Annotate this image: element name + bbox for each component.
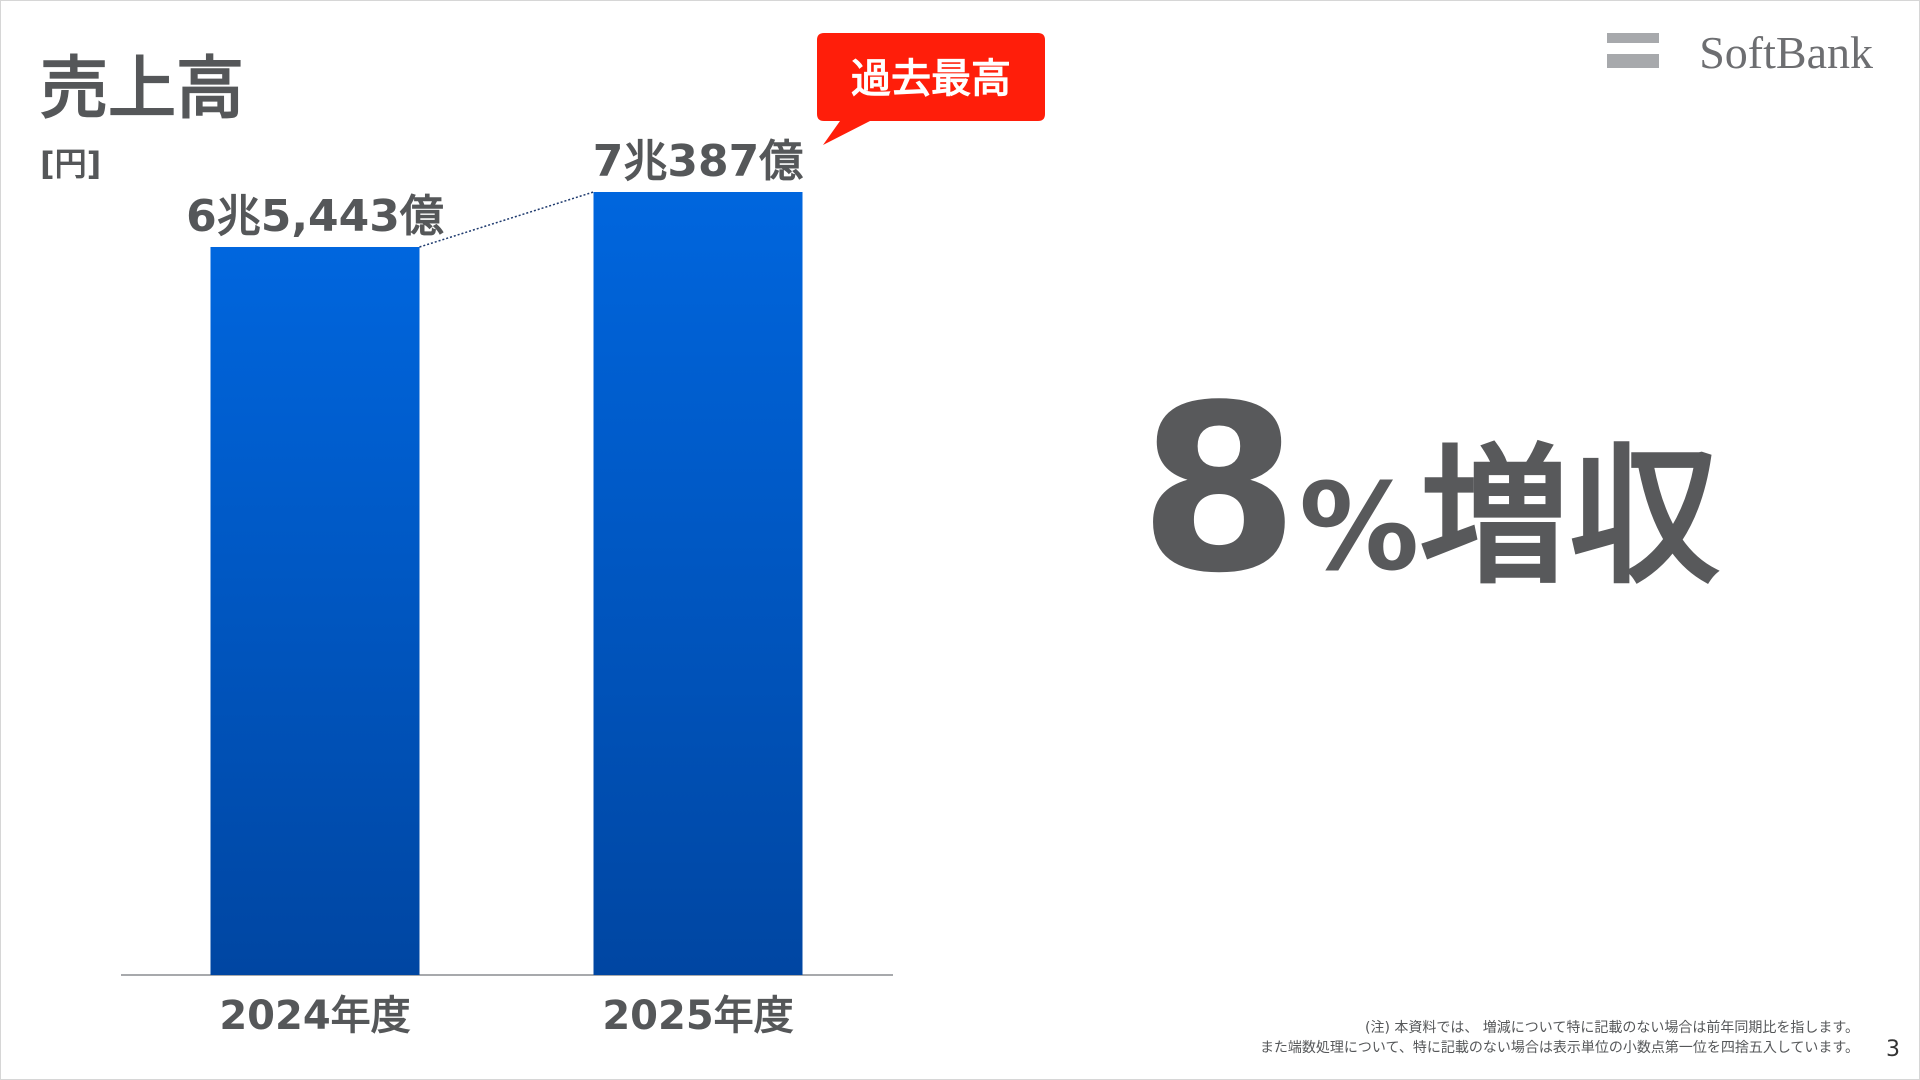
footnote: (注) 本資料では、 増減について特に記載のない場合は前年同期比を指します。 xyxy=(1365,1019,1859,1036)
footnote: また端数処理について、特に記載のない場合は表示単位の小数点第一位を四捨五入してい… xyxy=(1260,1039,1859,1056)
x-tick-label: 2025年度 xyxy=(602,993,793,1039)
headline-text: 増収 xyxy=(1419,431,1720,605)
badge-text: 過去最高 xyxy=(851,56,1011,102)
headline: 8%増収 xyxy=(1139,357,1720,624)
logo-bar xyxy=(1607,54,1659,68)
logo-bar xyxy=(1607,33,1659,43)
bar xyxy=(593,192,803,975)
value-label: 6兆5,443億 xyxy=(186,191,444,242)
headline-percent: % xyxy=(1299,459,1419,598)
unit-label: [円] xyxy=(40,145,101,183)
chart-title: 売上高 xyxy=(40,50,244,129)
connector xyxy=(419,191,594,248)
badge-shape xyxy=(817,33,1045,145)
value-label: 7兆387億 xyxy=(593,136,803,187)
bar xyxy=(210,246,420,975)
headline-number: 8 xyxy=(1139,357,1299,624)
logo-text: SoftBank xyxy=(1699,27,1873,78)
page-number: 3 xyxy=(1886,1037,1900,1062)
x-tick-label: 2024年度 xyxy=(219,993,410,1039)
